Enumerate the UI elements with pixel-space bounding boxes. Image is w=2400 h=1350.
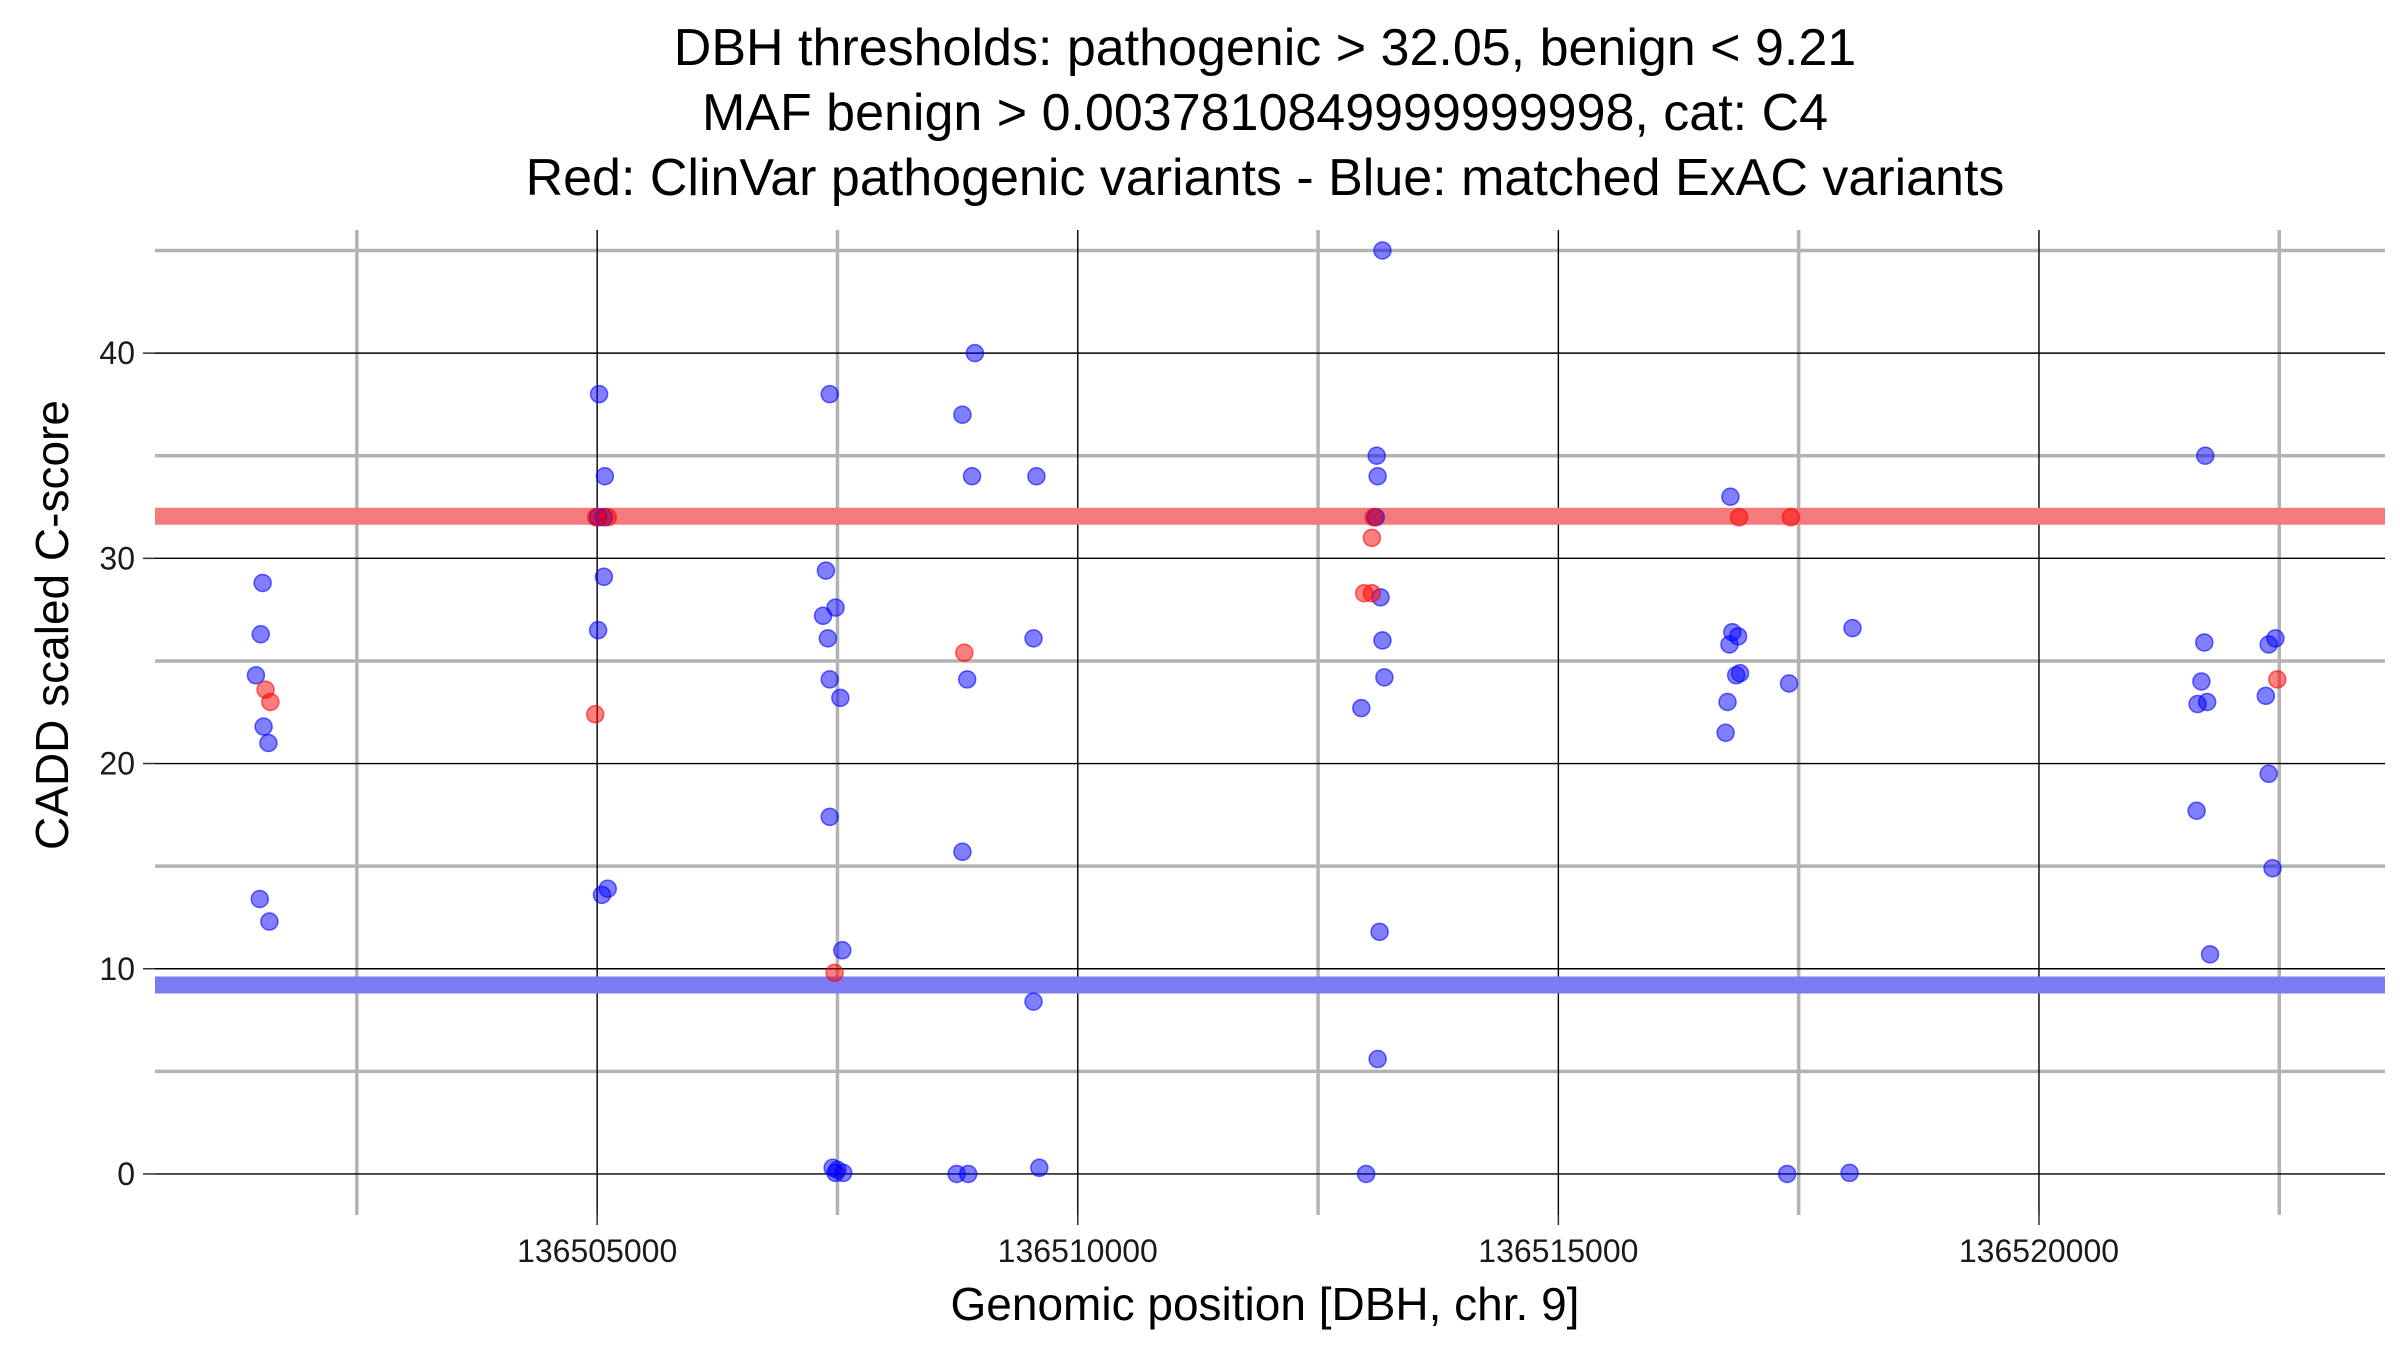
benign-point — [1843, 618, 1862, 638]
benign-point — [2200, 945, 2220, 964]
pathogenic-point — [585, 705, 605, 724]
pathogenic-point — [1362, 528, 1382, 548]
benign-point — [1368, 467, 1387, 486]
benign-point — [953, 842, 972, 862]
y-tick-label: 0 — [117, 1156, 135, 1192]
benign-point — [260, 912, 279, 931]
title-line-3: Red: ClinVar pathogenic variants - Blue:… — [526, 149, 2005, 207]
pathogenic-point — [1781, 508, 1801, 527]
benign-point — [820, 670, 840, 689]
benign-point — [965, 343, 985, 363]
benign-point — [595, 467, 615, 486]
x-tick-label: 136520000 — [1959, 1233, 2119, 1269]
benign-point — [1027, 467, 1046, 486]
benign-point — [1352, 698, 1371, 718]
benign-point — [2192, 672, 2211, 691]
benign-point — [1375, 668, 1394, 687]
pathogenic-point — [1364, 508, 1384, 527]
x-axis-ticks: 136505000 136510000 136515000 136520000 — [517, 1215, 2119, 1269]
pathogenic-point — [2268, 670, 2287, 689]
benign-point — [246, 666, 266, 685]
y-tick-label: 40 — [99, 335, 135, 371]
benign-point — [833, 941, 852, 960]
benign-point — [589, 384, 609, 404]
benign-point — [2263, 858, 2282, 878]
grid — [155, 230, 2385, 1215]
benign-point — [2259, 764, 2278, 784]
benign-point — [1367, 446, 1386, 465]
y-tick-label: 20 — [99, 746, 135, 782]
benign-point — [1728, 627, 1748, 646]
title-line-1: DBH thresholds: pathogenic > 32.05, beni… — [674, 19, 1856, 77]
chart-title: DBH thresholds: pathogenic > 32.05, beni… — [526, 19, 2005, 207]
benign-point — [2195, 633, 2214, 652]
benign-point — [1716, 723, 1735, 743]
benign-point — [253, 573, 272, 593]
y-axis-ticks: 0 10 20 30 40 — [99, 335, 155, 1192]
benign-point — [833, 1163, 853, 1183]
benign-point — [826, 598, 845, 617]
benign-point — [250, 889, 270, 909]
benign-point — [1356, 1164, 1376, 1184]
benign-point — [958, 1164, 978, 1184]
pathogenic-point — [1362, 583, 1382, 603]
benign-point — [962, 467, 982, 486]
benign-point — [820, 807, 840, 827]
benign-point — [1718, 692, 1737, 712]
benign-point — [1373, 631, 1392, 650]
benign-point — [2256, 686, 2276, 706]
benign-point — [1777, 1164, 1797, 1184]
benign-point — [1721, 487, 1740, 507]
benign-point — [957, 670, 977, 689]
pathogenic-point — [1729, 508, 1749, 527]
benign-point — [254, 717, 273, 736]
benign-point — [818, 629, 838, 648]
benign-point — [2196, 446, 2215, 465]
benign-point — [816, 561, 836, 580]
title-line-2: MAF benign > 0.0037810849999999998, cat:… — [702, 84, 1828, 142]
benign-point — [251, 625, 270, 644]
x-tick-label: 136505000 — [517, 1233, 677, 1269]
benign-point — [1840, 1163, 1859, 1183]
pathogenic-point — [955, 643, 974, 662]
benign-point — [2266, 629, 2285, 648]
benign-point — [831, 688, 850, 708]
benign-point — [1024, 629, 1043, 648]
benign-point — [1024, 992, 1043, 1011]
pathogenic-point — [825, 963, 844, 983]
benign-point — [598, 879, 617, 898]
x-tick-label: 136515000 — [1478, 1233, 1638, 1269]
benign-point — [820, 384, 840, 404]
benign-point — [953, 405, 972, 424]
benign-point — [1373, 241, 1392, 260]
data-points — [246, 241, 2287, 1184]
benign-point — [1030, 1158, 1049, 1178]
benign-point — [594, 567, 614, 587]
x-tick-label: 136510000 — [998, 1233, 1158, 1269]
benign-point — [2187, 801, 2206, 820]
benign-point — [1370, 922, 1389, 942]
x-axis-label: Genomic position [DBH, chr. 9] — [951, 1278, 1580, 1330]
benign-point — [259, 733, 278, 753]
pathogenic-point — [598, 508, 617, 527]
y-tick-label: 30 — [99, 540, 135, 576]
benign-point — [1779, 674, 1799, 693]
threshold-lines — [155, 507, 2385, 994]
y-axis-label: CADD scaled C-score — [26, 400, 78, 850]
benign-point — [1730, 664, 1750, 683]
benign-point — [588, 620, 608, 640]
benign-point — [2197, 692, 2217, 712]
y-tick-label: 10 — [99, 951, 135, 987]
benign-point — [1368, 1049, 1387, 1069]
pathogenic-point — [261, 692, 280, 712]
